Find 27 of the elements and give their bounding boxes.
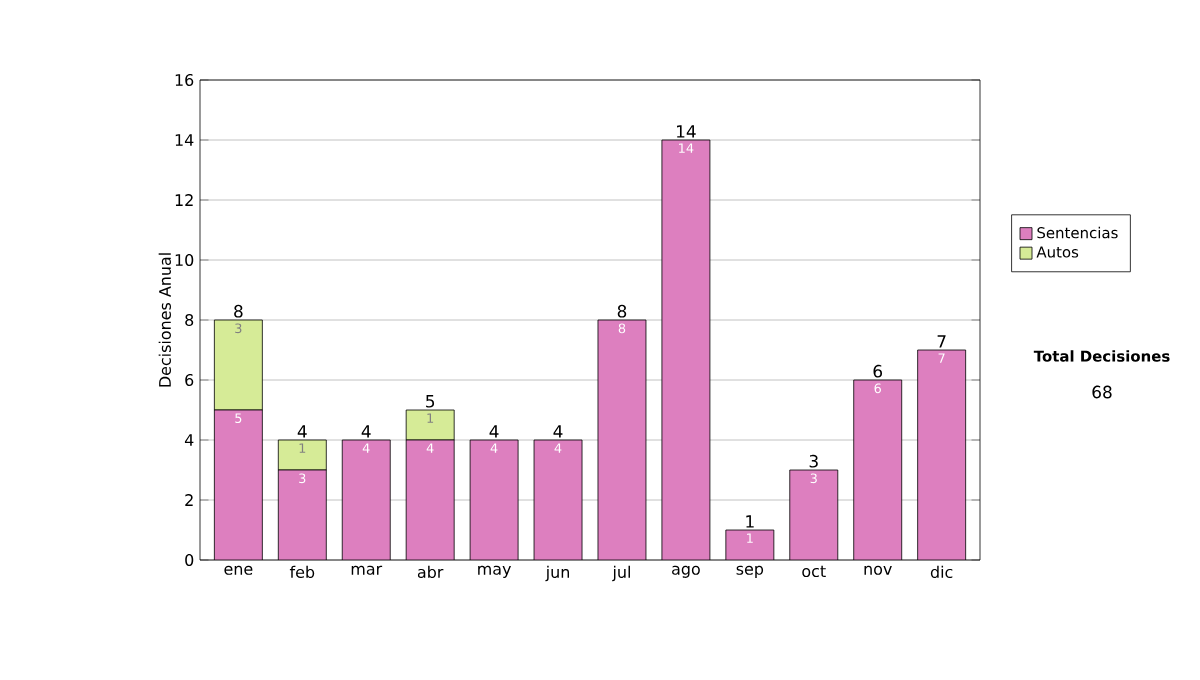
bar bbox=[406, 440, 455, 560]
total-label: 7 bbox=[937, 335, 946, 348]
bar bbox=[534, 440, 583, 560]
bar bbox=[405, 409, 455, 441]
bar bbox=[277, 439, 327, 471]
bar bbox=[597, 320, 646, 560]
total-label: 3 bbox=[809, 454, 818, 468]
total-label: 4 bbox=[297, 425, 307, 438]
total-label: 14 bbox=[677, 125, 696, 138]
text: 68 bbox=[1092, 385, 1112, 399]
bar bbox=[342, 440, 391, 560]
bar bbox=[725, 530, 774, 560]
total-label: 8 bbox=[617, 304, 627, 318]
bar bbox=[214, 410, 263, 560]
bar bbox=[661, 140, 710, 560]
bar bbox=[853, 380, 902, 560]
total-label: 4 bbox=[553, 425, 563, 438]
total-label: 8 bbox=[234, 304, 243, 318]
bar bbox=[278, 470, 327, 560]
total-label: 4 bbox=[361, 425, 371, 438]
total-label: 6 bbox=[873, 364, 883, 378]
total-label: 4 bbox=[489, 425, 499, 438]
bar bbox=[789, 470, 838, 560]
bar bbox=[917, 349, 967, 560]
bar bbox=[470, 440, 519, 560]
total-label: 1 bbox=[746, 515, 754, 528]
total-label: 5 bbox=[426, 395, 435, 408]
